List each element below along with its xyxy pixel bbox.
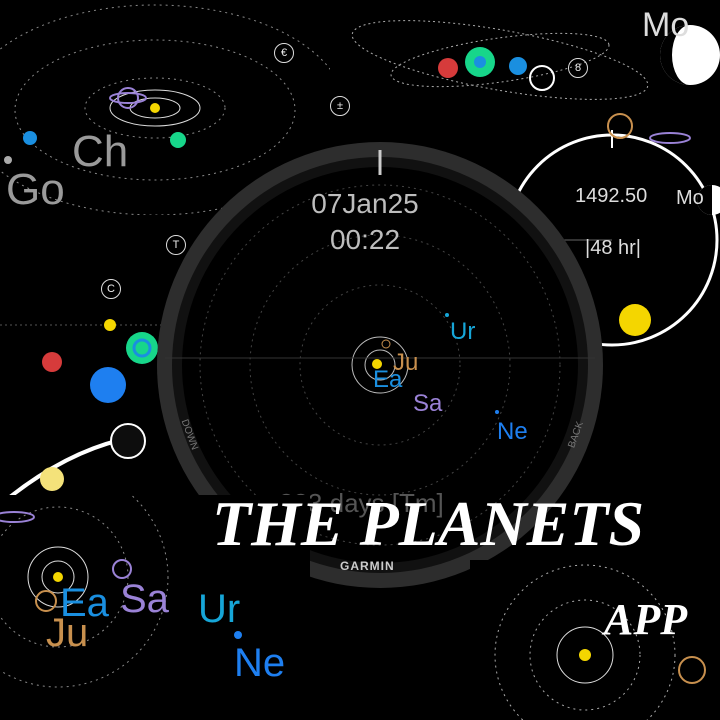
planet-label-ne: Ne: [497, 418, 528, 445]
watch-face-tile: 07Jan25 00:22 Ur Ju Ea Sa Ne DOWN BACK 3…: [155, 140, 605, 590]
euro-symbol-icon: C: [101, 279, 121, 299]
orbit-tile-bottom-right: [470, 560, 720, 720]
clock-hours: |48 hr|: [585, 237, 641, 259]
planet-label-go: Go: [6, 165, 65, 214]
taurus-icon: 8: [568, 58, 588, 78]
planet-label-ea: Ea: [60, 581, 109, 625]
planet-label-sa: Sa: [413, 390, 443, 417]
moon-label: Mo: [676, 187, 704, 209]
garmin-brand: GARMIN: [340, 559, 395, 573]
watch-time: 00:22: [329, 224, 401, 255]
planet-label-ch: Ch: [72, 127, 129, 176]
orbit-tile-bottom-left: Ea Sa Ur Ju Ne: [0, 495, 310, 720]
clock-value: 1492.50: [575, 185, 648, 207]
planet-column-drawing: [0, 319, 235, 495]
orbit-tile-top-left: € Ch Go: [0, 0, 330, 215]
planet-label-ea: Ea: [373, 366, 403, 393]
planet-label-ur: Ur: [450, 318, 476, 345]
inclined-orbits-drawing: [351, 20, 720, 100]
orbit-bottom-right-drawing: [494, 564, 706, 720]
planet-label-ju: Ju: [46, 611, 89, 655]
orbit-drawing: [0, 4, 330, 215]
planet-label-ju: Ju: [393, 349, 419, 376]
promo-title: THE PLANETS: [212, 488, 645, 559]
planet-label-sa: Sa: [120, 577, 169, 621]
taurus-icon: T: [166, 235, 186, 255]
moon-label: Mo: [642, 6, 690, 44]
promo-subtitle: APP: [604, 595, 688, 644]
watch-case-drawing: [157, 142, 603, 588]
neptune-icon: ±: [330, 96, 350, 116]
planet-label-ur: Ur: [198, 587, 241, 631]
orbit-bottom-drawing: [0, 495, 242, 688]
watch-date: 07Jan25: [311, 188, 419, 219]
euro-symbol-icon: €: [274, 43, 294, 63]
planet-label-ne: Ne: [234, 641, 286, 685]
